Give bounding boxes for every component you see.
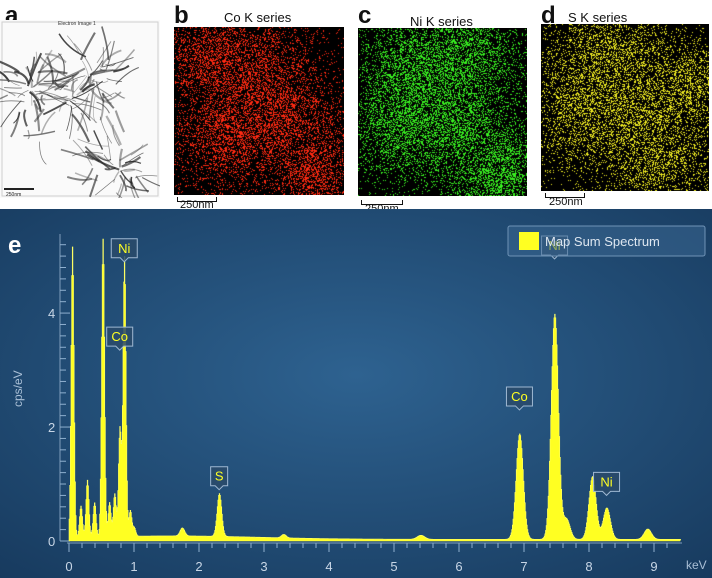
peak-label-box [106, 326, 134, 351]
x-tick-label: 8 [585, 559, 592, 574]
peak-label-text: Ni [600, 474, 612, 489]
x-tick-label: 7 [520, 559, 527, 574]
map-title-s: S K series [568, 10, 628, 25]
peak-label-text: Ni [118, 241, 130, 256]
panel-label-c: c [358, 2, 372, 29]
x-tick-label: 0 [65, 559, 72, 574]
electron-image: 250nm [0, 20, 160, 198]
s-k-series-map [541, 24, 709, 191]
electron-image-header: Electron Image 1 [58, 21, 96, 27]
y-tick-label: 0 [48, 534, 55, 549]
co-k-series-map [174, 27, 344, 195]
x-tick-label: 4 [325, 559, 332, 574]
peak-label: Ni [110, 238, 138, 263]
scale-bar-s [545, 193, 585, 198]
peak-label-box [593, 471, 621, 497]
x-tick-label: 9 [650, 559, 657, 574]
peak-label-box [505, 386, 533, 411]
peak-label: Co [505, 386, 533, 411]
peak-label: Ni [593, 471, 621, 497]
map-title-ni: Ni K series [410, 14, 473, 29]
peak-label: S [210, 466, 229, 491]
y-tick-label: 2 [48, 420, 55, 435]
scale-label-s: 250nm [549, 196, 583, 208]
legend-swatch [519, 232, 539, 250]
map-title-co: Co K series [224, 10, 292, 25]
scale-bar-ni [361, 200, 403, 205]
electron-image-scale: 250nm [6, 192, 21, 198]
x-tick-label: 1 [130, 559, 137, 574]
peak-label-box [110, 238, 138, 263]
panel-label-d: d [541, 2, 556, 29]
x-tick-label: 2 [195, 559, 202, 574]
chart-legend: Map Sum Spectrum [507, 225, 706, 257]
x-axis-label: keV [686, 558, 707, 572]
scale-label-co: 250nm [180, 199, 214, 211]
peak-label-box [210, 466, 229, 491]
x-tick-label: 6 [455, 559, 462, 574]
ni-k-series-map [358, 28, 527, 196]
panel-label-b: b [174, 2, 189, 29]
panel-label-e: e [8, 232, 21, 259]
y-axis-label: cps/eV [11, 370, 25, 407]
peak-label-text: S [215, 469, 224, 484]
x-tick-label: 3 [260, 559, 267, 574]
x-tick-label: 5 [390, 559, 397, 574]
y-tick-label: 4 [48, 306, 55, 321]
spectrum-area-series [68, 238, 682, 542]
legend-box [507, 225, 706, 257]
peak-label: Co [106, 326, 134, 351]
legend-label: Map Sum Spectrum [545, 234, 660, 249]
scale-bar-co [177, 197, 217, 202]
peak-label-text: Co [511, 389, 528, 404]
peak-label-text: Co [111, 329, 128, 344]
